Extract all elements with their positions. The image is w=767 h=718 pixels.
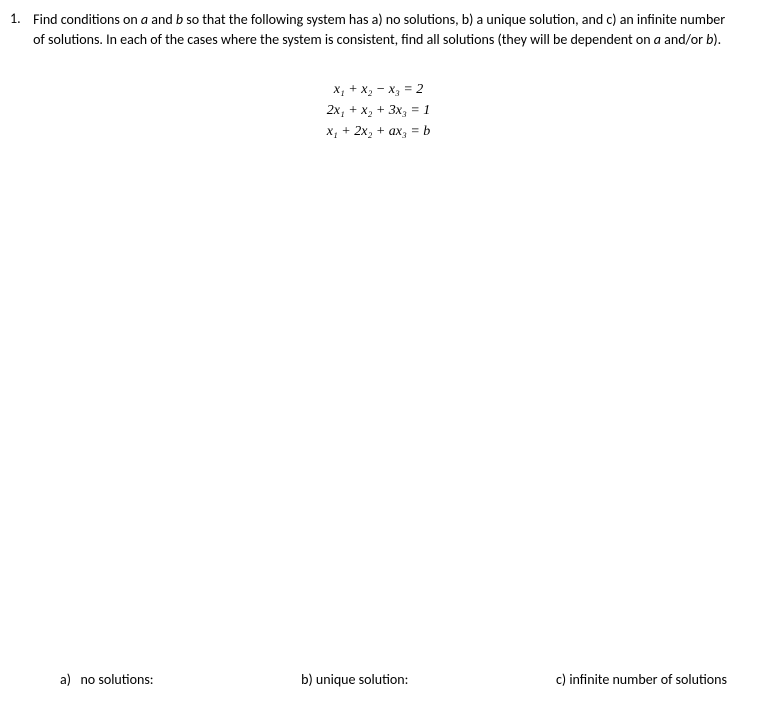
answer-c: c) infinite number of solutions [556, 671, 727, 688]
question-block: 1. Find conditions on a and b so that th… [10, 10, 747, 49]
equation-1: x₁ + x₂ − x₃ = 2 [10, 79, 747, 100]
answer-row: a) no solutions: b) unique solution: c) … [60, 671, 727, 688]
answer-b: b) unique solution: [301, 671, 408, 688]
variable-b: b [423, 124, 430, 139]
text-segment: Find conditions on [33, 11, 141, 28]
equation-2: 2x₁ + x₂ + 3x₃ = 1 [10, 100, 747, 121]
equation-system: x₁ + x₂ − x₃ = 2 2x₁ + x₂ + 3x₃ = 1 x₁ +… [10, 79, 747, 142]
equation-text: 2x₁ + x₂ + 3x₃ = 1 [327, 103, 431, 118]
text-segment: ). [713, 31, 721, 48]
question-text: Find conditions on a and b so that the f… [33, 10, 733, 49]
variable-a: a [654, 31, 661, 48]
answer-a: a) no solutions: [60, 671, 154, 688]
answer-label: a) [60, 671, 71, 688]
equation-text: x₃ = [396, 124, 424, 139]
answer-label: b) unique solution: [301, 671, 408, 688]
answer-label: c) infinite number of solutions [556, 671, 727, 688]
equation-text: x₁ + x₂ − x₃ = 2 [334, 82, 424, 97]
equation-3: x₁ + 2x₂ + ax₃ = b [10, 121, 747, 142]
variable-b: b [176, 11, 183, 28]
text-segment: and [148, 11, 176, 28]
variable-a: a [141, 11, 148, 28]
answer-text: no solutions: [80, 671, 153, 688]
text-segment: and/or [661, 31, 706, 48]
equation-text: x₁ + 2x₂ + [327, 124, 389, 139]
question-number: 1. [10, 10, 30, 27]
variable-a: a [389, 124, 396, 139]
